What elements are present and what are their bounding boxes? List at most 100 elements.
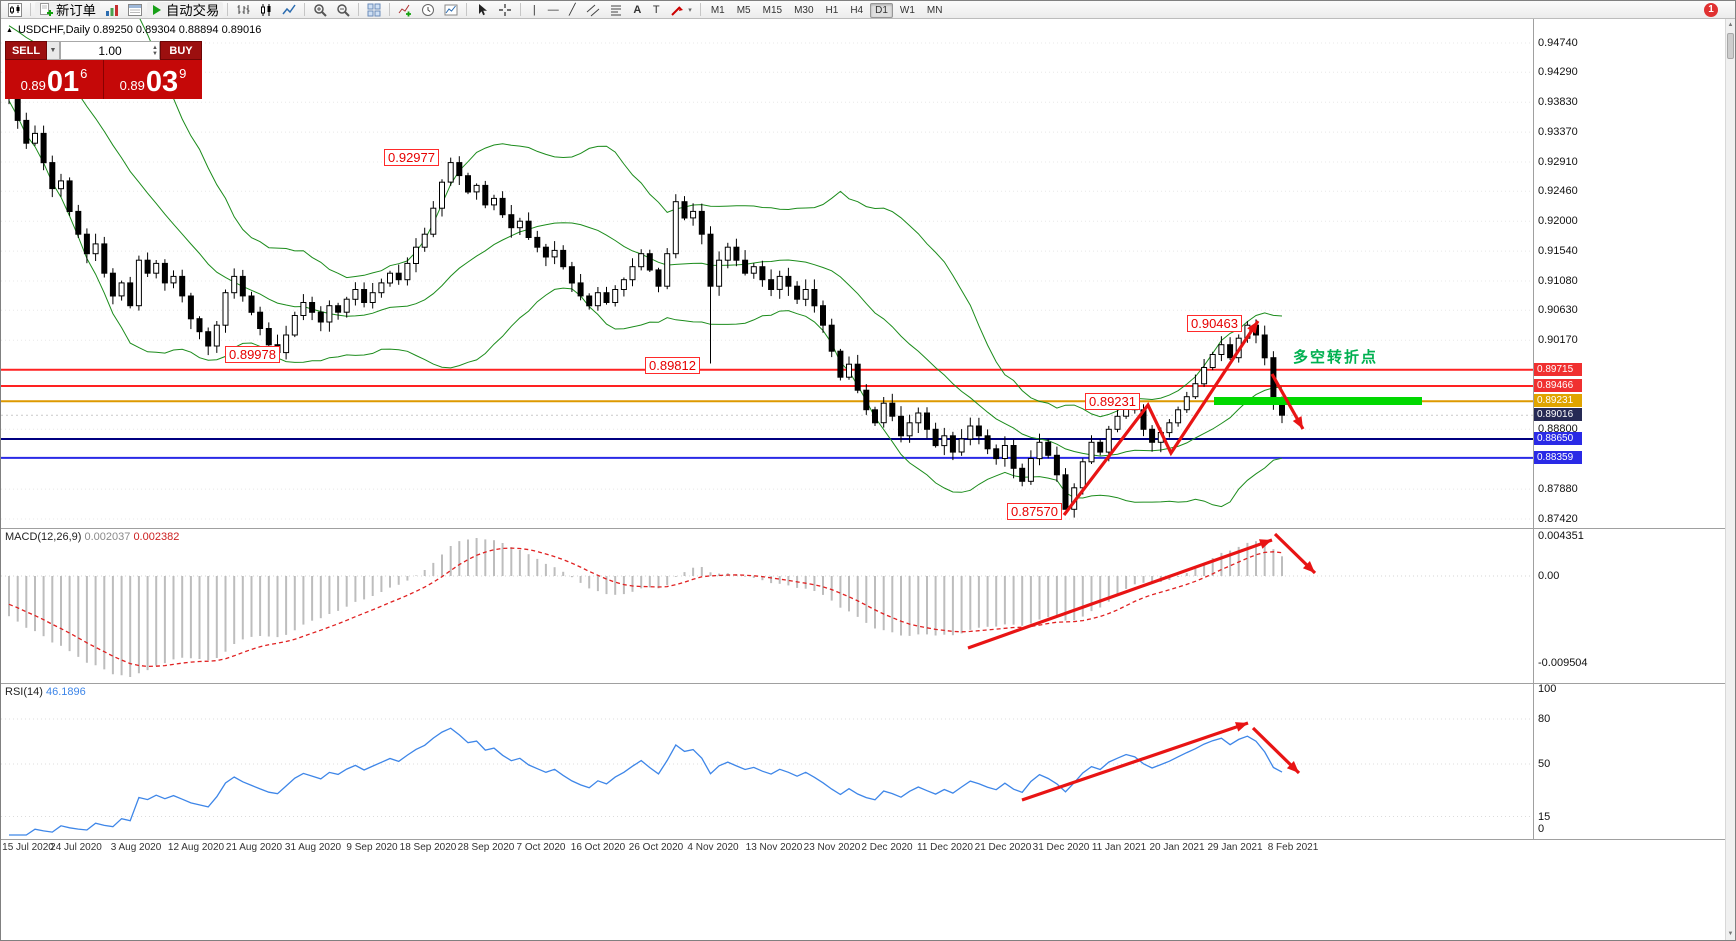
candle-body bbox=[369, 292, 376, 304]
scrollbar-thumb[interactable] bbox=[1727, 33, 1734, 59]
data-window-icon[interactable] bbox=[124, 2, 146, 18]
trend-arrow[interactable] bbox=[1021, 721, 1249, 802]
price-axis-label: 0.92460 bbox=[1538, 185, 1578, 197]
price-annotation-label[interactable]: 0.87570 bbox=[1007, 503, 1062, 520]
notifications-badge[interactable]: 1 bbox=[1704, 2, 1718, 17]
trend-arrow-head[interactable] bbox=[1292, 416, 1303, 429]
zoom-in-icon[interactable] bbox=[309, 2, 331, 18]
trend-arrow-head[interactable] bbox=[1302, 561, 1315, 573]
equidistant-channel-icon[interactable] bbox=[582, 2, 604, 18]
trend-arrow[interactable] bbox=[967, 538, 1273, 650]
vertical-line-icon[interactable]: | bbox=[532, 3, 536, 16]
candle-body bbox=[92, 243, 99, 255]
candle-body bbox=[620, 279, 627, 291]
scroll-down-icon[interactable]: ▼ bbox=[1727, 931, 1734, 937]
trend-arrow-head[interactable] bbox=[1235, 722, 1248, 732]
market-watch-icon[interactable] bbox=[101, 2, 123, 18]
price-annotation-label[interactable]: 0.89812 bbox=[645, 357, 700, 374]
timeframe-d1-button[interactable]: D1 bbox=[870, 2, 893, 18]
support-highlight-line[interactable] bbox=[1214, 397, 1422, 405]
sell-button[interactable]: SELL bbox=[5, 41, 47, 60]
price-annotation-label[interactable]: 0.89231 bbox=[1085, 393, 1140, 410]
candle-body bbox=[83, 233, 90, 255]
chart-window-icon[interactable] bbox=[4, 2, 26, 18]
cursor-icon[interactable] bbox=[471, 2, 493, 18]
date-axis-label: 13 Nov 2020 bbox=[745, 842, 803, 853]
sell-price-button[interactable]: 0.89 01 6 bbox=[5, 60, 103, 99]
period-clock-icon[interactable] bbox=[417, 2, 439, 18]
sell-price-pip: 6 bbox=[80, 66, 88, 81]
timeframe-m1-button[interactable]: M1 bbox=[710, 4, 725, 16]
price-annotation-label[interactable]: 0.89978 bbox=[225, 346, 280, 363]
candle-body bbox=[880, 402, 887, 424]
crosshair-icon[interactable] bbox=[494, 2, 516, 18]
collapse-trade-panel-icon[interactable]: ▲ bbox=[6, 26, 13, 34]
volume-down-icon[interactable]: ▼ bbox=[152, 50, 158, 57]
candle-body bbox=[1019, 467, 1026, 482]
macd-panel-canvas[interactable] bbox=[1, 528, 1533, 683]
scroll-up-icon[interactable]: ▲ bbox=[1727, 22, 1734, 28]
trend-arrow-head[interactable] bbox=[1286, 761, 1299, 773]
candle-body bbox=[655, 269, 662, 287]
candle-body bbox=[361, 289, 368, 303]
turning-point-text[interactable]: 多空转折点 bbox=[1293, 349, 1379, 366]
macd-panel-divider[interactable] bbox=[1, 528, 1735, 529]
rsi-panel-divider[interactable] bbox=[1, 683, 1735, 684]
date-axis-label: 28 Sep 2020 bbox=[457, 842, 515, 853]
candle-body bbox=[1201, 367, 1208, 385]
candle-body bbox=[681, 201, 688, 219]
candle-body bbox=[205, 331, 212, 347]
volume-up-icon[interactable]: ▲ bbox=[152, 44, 158, 51]
tile-windows-icon[interactable] bbox=[363, 2, 385, 18]
trend-arrow[interactable] bbox=[1062, 320, 1260, 516]
candle-body bbox=[378, 282, 385, 294]
timeframe-h1-button[interactable]: H1 bbox=[825, 4, 839, 16]
candle-body bbox=[534, 236, 541, 248]
vertical-scrollbar[interactable]: ▲ ▼ bbox=[1725, 19, 1735, 940]
candle-body bbox=[135, 259, 142, 307]
timeframe-m5-button[interactable]: M5 bbox=[736, 4, 751, 16]
price-axis-label: 0.92000 bbox=[1538, 215, 1578, 227]
volume-input[interactable]: 1.00 ▲ ▼ bbox=[60, 41, 160, 60]
candle-body bbox=[958, 438, 965, 453]
timeframe-m15-button[interactable]: M15 bbox=[762, 4, 783, 16]
trend-arrow-head[interactable] bbox=[1259, 539, 1272, 549]
timeframe-w1-button[interactable]: W1 bbox=[899, 4, 915, 16]
auto-trading-button[interactable]: 自动交易 bbox=[146, 1, 224, 18]
candle-body bbox=[776, 275, 783, 290]
candle-body bbox=[265, 328, 272, 346]
candlestick-chart-icon[interactable] bbox=[255, 2, 277, 18]
date-axis-label: 29 Jan 2021 bbox=[1207, 842, 1263, 853]
candle-body bbox=[802, 289, 809, 300]
main-chart-canvas[interactable] bbox=[1, 19, 1533, 528]
trend-arrow-head[interactable] bbox=[1247, 321, 1258, 334]
candle-body bbox=[153, 262, 160, 274]
buy-price-button[interactable]: 0.89 03 9 bbox=[104, 60, 202, 99]
order-type-dropdown-icon[interactable]: ▼ bbox=[47, 41, 60, 60]
timeframe-mn-button[interactable]: MN bbox=[926, 4, 943, 16]
horizontal-line-icon[interactable]: — bbox=[547, 3, 559, 16]
new-order-icon bbox=[39, 2, 53, 17]
zoom-out-icon[interactable] bbox=[332, 2, 354, 18]
timeframe-h4-button[interactable]: H4 bbox=[850, 4, 864, 16]
date-axis-label: 26 Oct 2020 bbox=[628, 842, 684, 853]
rsi-panel-canvas[interactable] bbox=[1, 683, 1533, 839]
text-icon[interactable]: A bbox=[633, 3, 642, 16]
buy-button[interactable]: BUY bbox=[160, 41, 202, 60]
text-label-icon[interactable]: T bbox=[652, 3, 660, 16]
templates-icon[interactable] bbox=[440, 2, 462, 18]
fibonacci-icon[interactable] bbox=[605, 2, 627, 18]
new-order-button[interactable]: 新订单 bbox=[35, 1, 100, 18]
candle-body bbox=[846, 363, 852, 378]
arrows-tool-icon[interactable]: ▾ bbox=[666, 2, 696, 18]
price-annotation-label[interactable]: 0.92977 bbox=[384, 149, 439, 166]
trendline-icon[interactable]: ╱ bbox=[568, 4, 576, 16]
candle-body bbox=[906, 422, 913, 437]
symbol-ohlc-text: USDCHF,Daily 0.89250 0.89304 0.88894 0.8… bbox=[17, 24, 262, 36]
price-axis-border[interactable] bbox=[1533, 19, 1534, 839]
indicators-icon[interactable] bbox=[394, 2, 416, 18]
bar-chart-icon[interactable] bbox=[232, 2, 254, 18]
line-chart-icon[interactable] bbox=[278, 2, 300, 18]
price-annotation-label[interactable]: 0.90463 bbox=[1187, 315, 1242, 332]
timeframe-m30-button[interactable]: M30 bbox=[794, 4, 814, 16]
